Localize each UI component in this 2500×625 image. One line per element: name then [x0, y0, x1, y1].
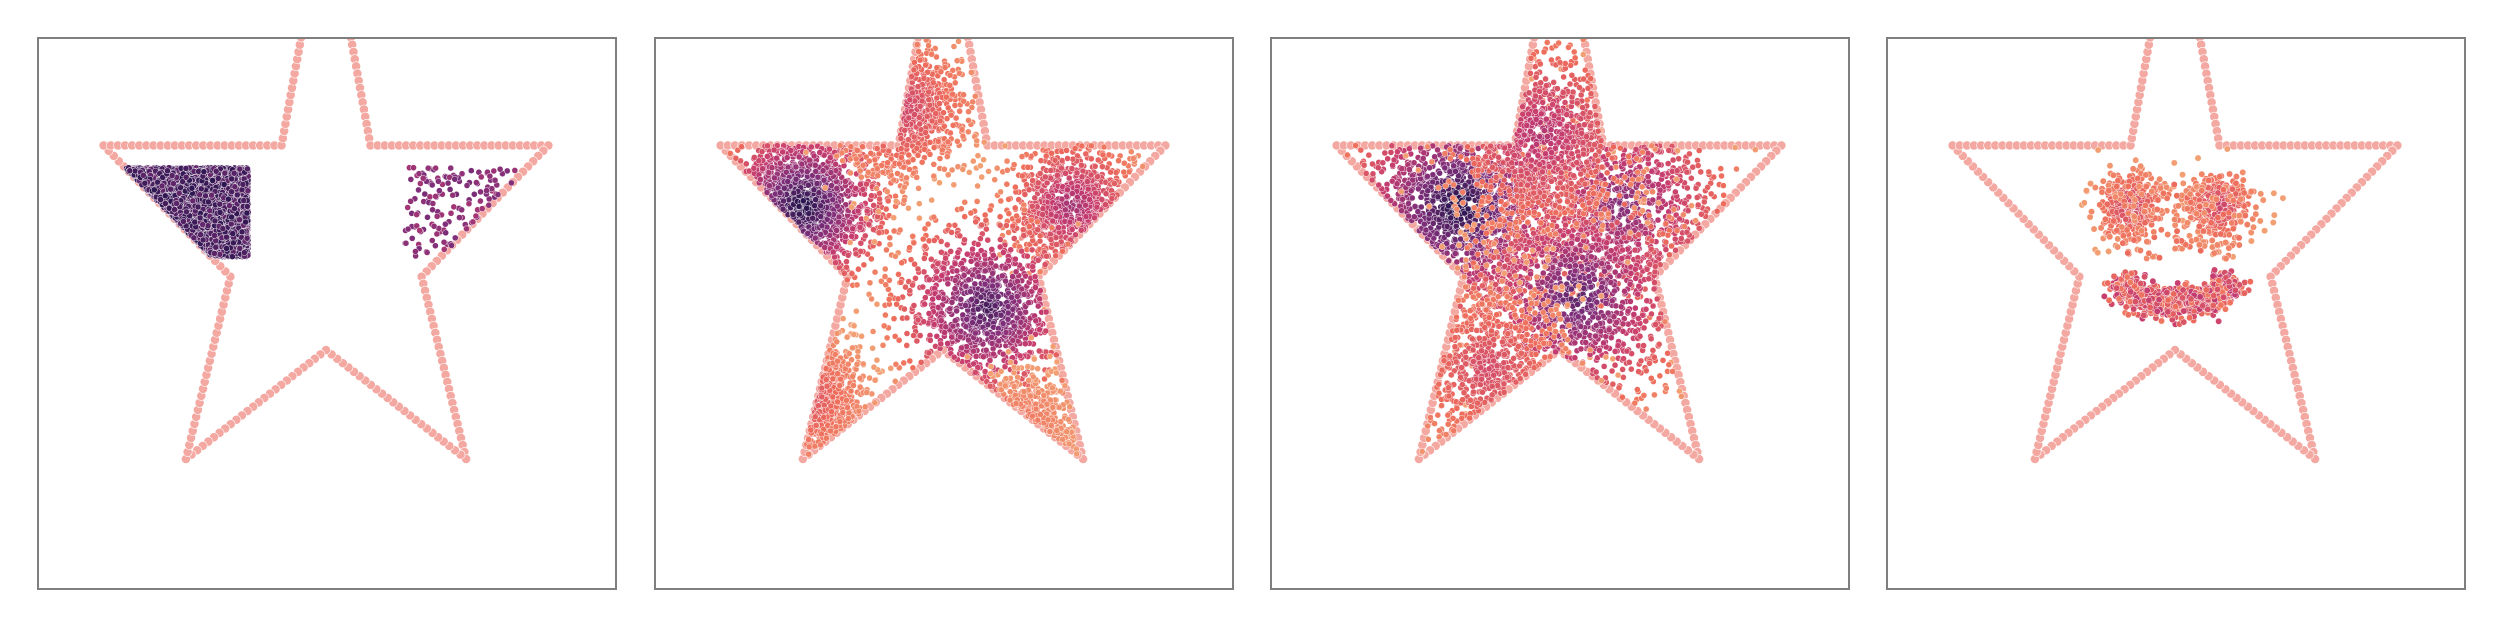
scatter-plot-1 [39, 39, 615, 588]
chart-panel-1 [37, 37, 617, 590]
